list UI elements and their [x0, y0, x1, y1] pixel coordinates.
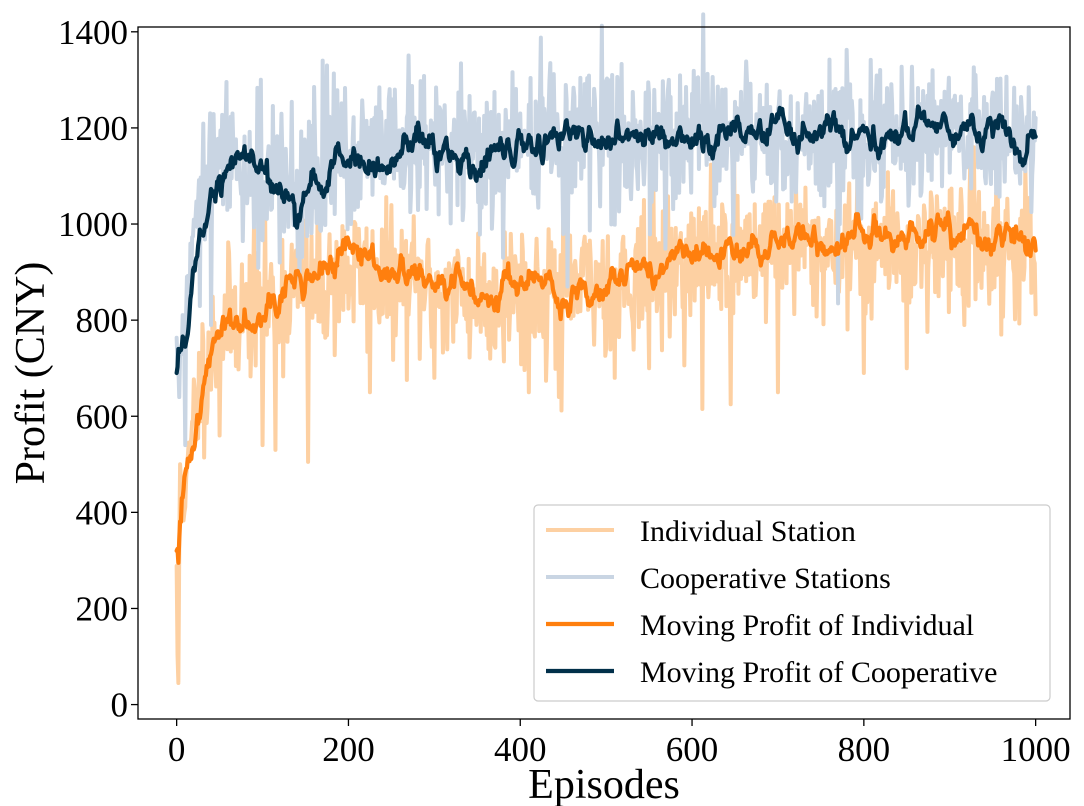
y-tick-label: 1000 [58, 205, 128, 244]
y-tick-label: 1200 [58, 109, 128, 148]
x-axis: 0 200 400 600 800 1000 [168, 719, 1071, 769]
series-line-individual-station [174, 145, 1038, 685]
y-tick-label: 400 [76, 493, 129, 532]
legend-label-moving-profit-cooperative: Moving Profit of Cooperative [640, 656, 997, 689]
y-axis: 0 200 400 600 800 1000 1200 1400 [58, 13, 138, 725]
legend-label-moving-profit-individual: Moving Profit of Individual [640, 609, 974, 642]
legend-box [533, 504, 1051, 702]
x-tick-label: 0 [168, 730, 186, 769]
y-axis-title: Profit (CNY) [8, 262, 54, 485]
x-axis-title: Episodes [528, 762, 680, 806]
y-tick-label: 0 [111, 686, 129, 725]
x-tick-label: 400 [494, 730, 547, 769]
x-tick-label: 600 [666, 730, 719, 769]
series-line-moving-profit-of-individual [174, 210, 1038, 565]
y-tick-label: 600 [76, 397, 129, 436]
y-tick-label: 800 [76, 301, 129, 340]
legend: Individual Station Cooperative Stations … [533, 504, 1051, 702]
series-line-cooperative-stations [174, 12, 1038, 448]
x-tick-label: 1000 [1001, 730, 1071, 769]
series-line-moving-profit-of-cooperative [174, 104, 1038, 376]
legend-label-cooperative-stations: Cooperative Stations [640, 562, 891, 595]
legend-label-individual-station: Individual Station [640, 515, 856, 548]
y-tick-label: 1400 [58, 13, 128, 52]
x-tick-label: 200 [322, 730, 375, 769]
x-tick-label: 800 [838, 730, 891, 769]
plot-frame [137, 26, 1071, 720]
y-tick-label: 200 [76, 589, 129, 628]
series-layer [174, 12, 1038, 685]
